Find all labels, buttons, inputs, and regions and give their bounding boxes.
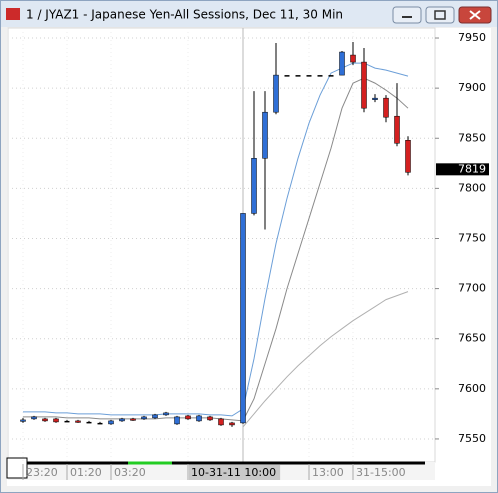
maximize-button[interactable]	[425, 6, 455, 24]
candle-body	[372, 97, 378, 100]
candle-body	[394, 115, 400, 144]
candle-body	[31, 416, 37, 420]
window-title: 1 / JYAZ1 - Japanese Yen-All Sessions, D…	[26, 8, 343, 22]
candle-body	[185, 415, 191, 420]
candle-body	[196, 415, 202, 422]
candle-body	[317, 75, 323, 77]
y-tick-label: 7750	[458, 231, 486, 244]
candle-body	[251, 158, 257, 214]
candle-body	[361, 61, 367, 109]
candle-body	[97, 422, 103, 425]
candle-body	[295, 75, 301, 77]
candle-body	[119, 418, 125, 422]
moving-average	[23, 77, 409, 422]
candle-body	[339, 51, 345, 76]
candle-body	[350, 54, 356, 63]
last-price-label: 7819	[458, 162, 486, 175]
y-tick-label: 7700	[458, 282, 486, 295]
candle-body	[141, 416, 147, 420]
x-tick-label: 23:20	[26, 466, 58, 479]
app-icon	[6, 8, 20, 20]
y-tick-label: 7600	[458, 382, 486, 395]
candle-body	[229, 422, 235, 426]
x-tick-label: 01:20	[70, 466, 102, 479]
plot-layer: 7550 7600 7650 7700 7750 7800 7850 7900 7950 23:2…	[12, 28, 489, 480]
candle-body	[262, 111, 268, 159]
minimize-button[interactable]	[392, 6, 422, 24]
x-tick-label: 31-15:00	[356, 466, 406, 479]
candle-body	[53, 418, 59, 423]
candle-body	[42, 418, 48, 422]
y-tick-label: 7950	[458, 31, 486, 44]
candle-body	[218, 418, 224, 426]
candle-body	[108, 420, 114, 425]
candle-body	[284, 75, 290, 77]
corner-box[interactable]	[6, 457, 28, 479]
candle-body	[64, 420, 70, 423]
candle-body	[405, 140, 411, 173]
candle-body	[383, 97, 389, 118]
x-tick-label: 03:20	[114, 466, 146, 479]
x-tick-label: 10-31-11 10:00	[191, 466, 276, 479]
candle-body	[207, 416, 213, 421]
candle-body	[152, 414, 158, 419]
candle-body	[20, 419, 26, 422]
y-tick-label: 7800	[458, 181, 486, 194]
y-tick-label: 7550	[458, 432, 486, 445]
moving-average	[242, 291, 409, 428]
candle-body	[130, 418, 136, 421]
x-label-highlight	[189, 465, 281, 480]
window-buttons[interactable]	[392, 6, 492, 24]
candle-body	[240, 213, 246, 424]
candle-body	[328, 75, 334, 77]
plot-area	[7, 27, 436, 463]
y-tick-label: 7850	[458, 131, 486, 144]
x-tick-label: 13:00	[312, 466, 344, 479]
candle-body	[75, 420, 81, 423]
candle-body	[306, 75, 312, 77]
candle-body	[273, 74, 279, 113]
candle-body	[163, 412, 169, 416]
y-tick-label: 7650	[458, 332, 486, 345]
candle-body	[86, 421, 92, 424]
y-tick-label: 7900	[458, 81, 486, 94]
candle-body	[174, 416, 180, 425]
last-price-box	[436, 163, 489, 176]
